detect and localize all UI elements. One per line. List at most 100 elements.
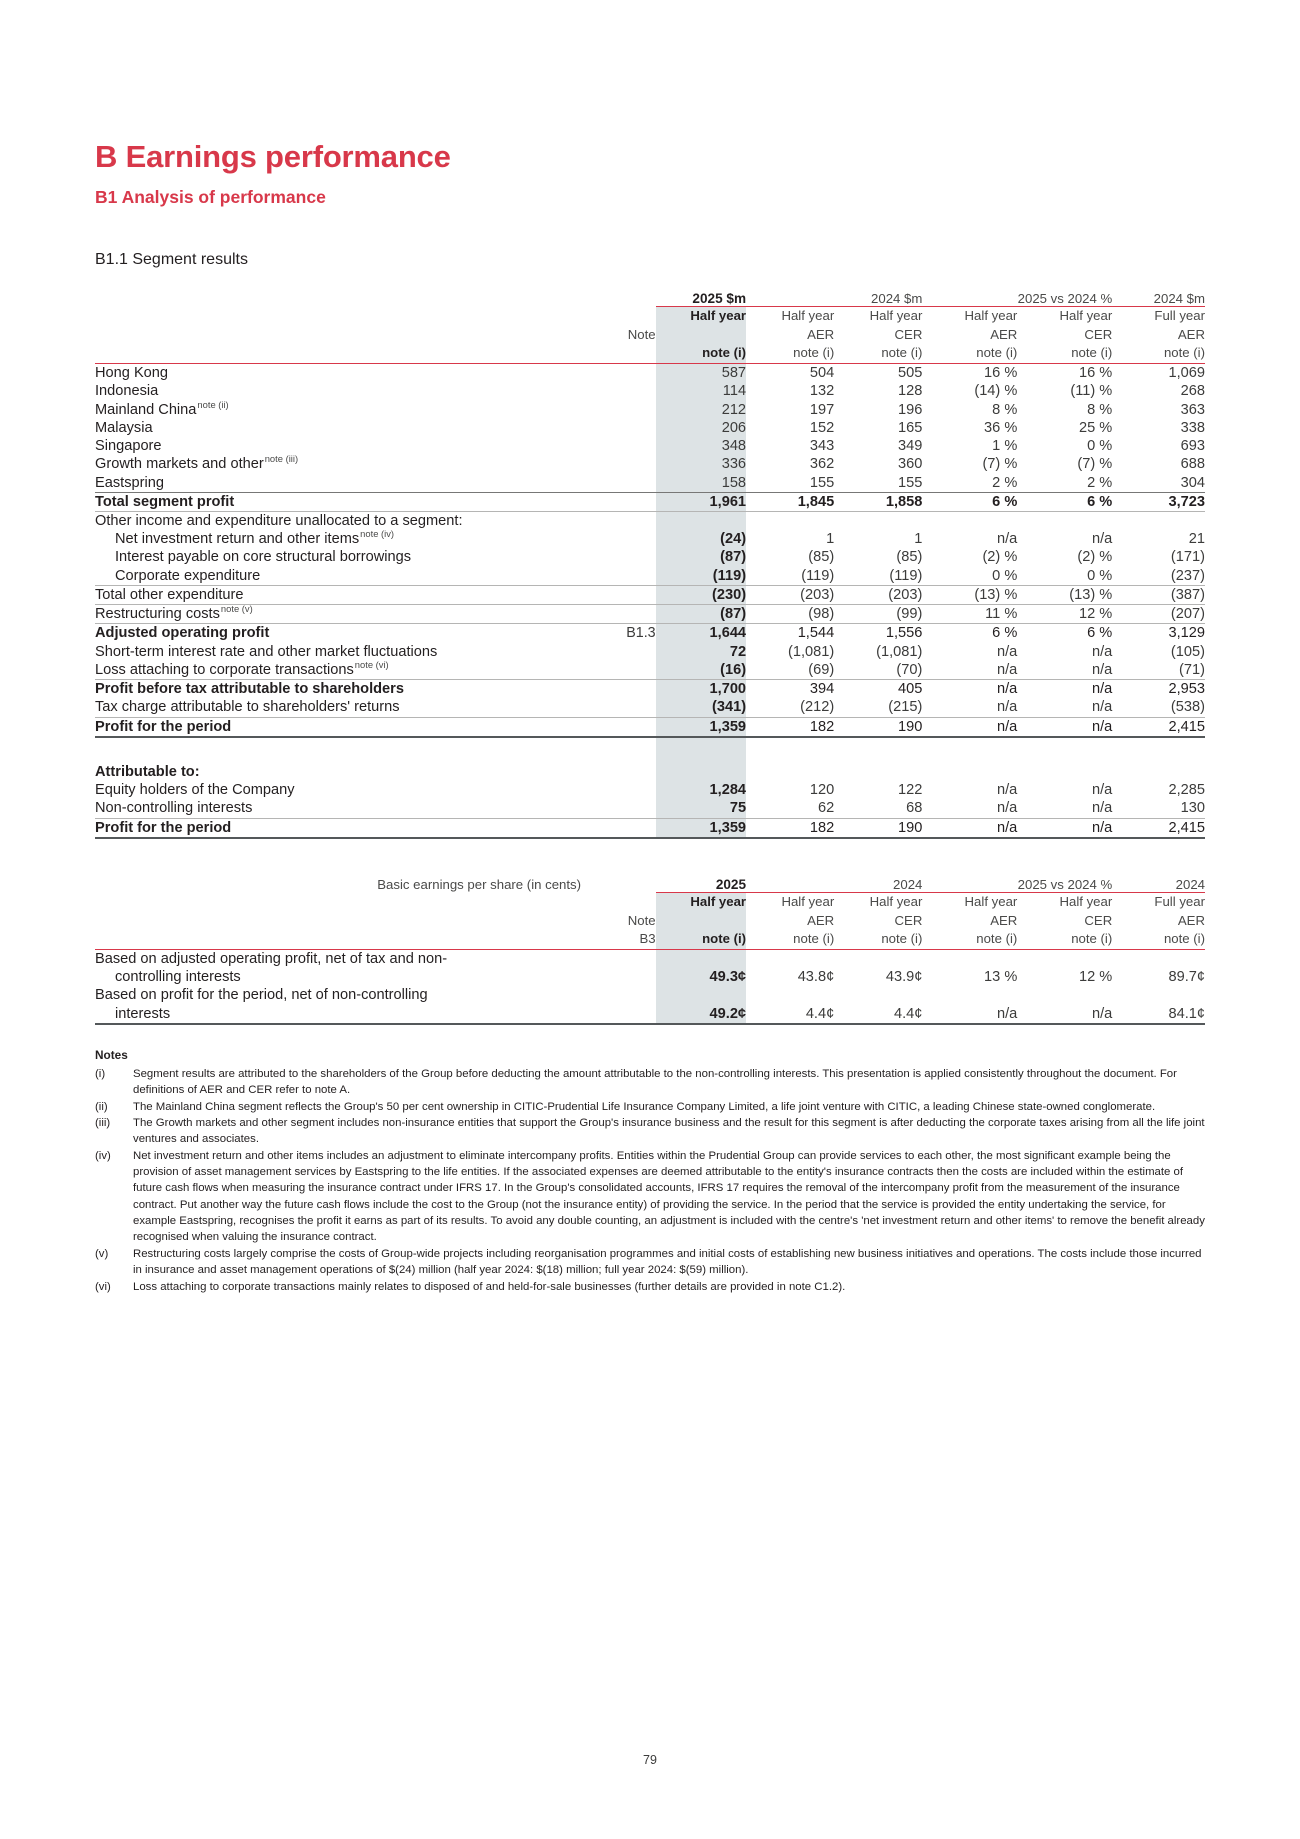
- row-value-3: n/a: [922, 698, 1018, 718]
- row-value-4: [1017, 763, 1112, 781]
- row-note: [581, 950, 656, 986]
- row-value-3: 11 %: [922, 604, 1018, 625]
- row-note: [581, 364, 656, 382]
- row-value-1: 197: [809, 401, 835, 418]
- col-note-header: Note: [627, 326, 656, 342]
- row-value-1: 182: [746, 818, 835, 839]
- row-value-2: 122: [898, 782, 923, 799]
- row-value-3: [922, 763, 1017, 781]
- row-value-4: n/a: [1091, 531, 1113, 548]
- row-value-4: n/a: [1091, 643, 1113, 660]
- row-value-0: (16): [655, 660, 747, 681]
- eps-row-label-line1: Based on profit for the period, net of n…: [95, 987, 428, 1004]
- row-value-0: 336: [655, 455, 747, 474]
- row-note: [581, 986, 656, 1025]
- row-value-4: 25 %: [1078, 419, 1113, 436]
- row-label: Tax charge attributable to shareholders'…: [95, 698, 582, 718]
- eps-row-label: Based on profit for the period, net of n…: [95, 986, 582, 1025]
- row-label: Interest payable on core structural borr…: [115, 549, 412, 566]
- row-value-2: 196: [898, 401, 923, 418]
- row-note: [581, 382, 656, 400]
- table-noteref-header-row: note (i) note (i) note (i) note (i) note…: [95, 344, 1205, 364]
- row-value-5: (538): [1112, 698, 1205, 718]
- eps-col-period-3: Half year: [964, 893, 1018, 909]
- row-value-2: 1,858: [834, 492, 923, 513]
- row-note: [581, 660, 656, 681]
- row-value-0: (24): [655, 530, 747, 549]
- segment-results-table: 2025 $m 2024 $m 2025 vs 2024 % 2024 $m H…: [95, 290, 1205, 839]
- row-value-3: (2) %: [982, 549, 1018, 566]
- row-value-0: 1,961: [655, 492, 747, 513]
- row-note: [581, 566, 656, 586]
- row-value-0: 1,700: [655, 679, 747, 699]
- row-note: [581, 401, 656, 419]
- note-text: Loss attaching to corporate transactions…: [133, 1280, 846, 1293]
- group-header-2025: 2025 $m: [655, 290, 747, 307]
- note-reference: note (ii): [197, 398, 229, 410]
- row-value-2: 190: [834, 818, 923, 839]
- row-value-2: 190: [834, 717, 923, 738]
- eps-value-4: n/a: [1017, 986, 1113, 1025]
- row-value-5: 693: [1180, 438, 1205, 455]
- row-value-0: (87): [655, 548, 747, 567]
- row-value-0: 1,284: [655, 781, 747, 800]
- row-value-3: 36 %: [984, 419, 1018, 436]
- eps-row-label-line2: controlling interests: [115, 969, 241, 986]
- row-value-0: 212: [655, 400, 747, 419]
- row-note: [581, 763, 656, 781]
- row-value-1: (212): [746, 698, 835, 718]
- spacer-cell: [95, 306, 581, 325]
- note-marker: (vi): [95, 1280, 111, 1293]
- section-spacer: [95, 736, 1205, 763]
- row-value-4: (13) %: [1017, 585, 1113, 606]
- table-row: Interest payable on core structural borr…: [95, 548, 1205, 567]
- row-value-5: (207): [1112, 604, 1205, 625]
- row-note: [581, 604, 656, 625]
- row-label: Equity holders of the Company: [95, 782, 295, 799]
- row-label: Adjusted operating profit: [95, 625, 270, 642]
- table-group-header-row: 2025 $m 2024 $m 2025 vs 2024 % 2024 $m: [95, 290, 1205, 307]
- row-label: Short-term interest rate and other marke…: [95, 643, 438, 660]
- row-note: [581, 680, 656, 699]
- eps-row: Based on adjusted operating profit, net …: [95, 949, 1205, 987]
- row-value-5: (171): [1170, 549, 1205, 566]
- table-period-header-row: Half year Half year Half year Half year …: [95, 306, 1205, 326]
- row-value-2: (70): [834, 660, 923, 681]
- eps-col-note-header: Note: [627, 912, 656, 928]
- eps-col-basis-5: AER: [1177, 912, 1205, 928]
- row-value-1: (1,081): [787, 643, 835, 660]
- row-value-3: 6 %: [922, 492, 1018, 513]
- table-row: Singapore 348 343 349 1 % 0 % 693: [95, 437, 1205, 456]
- eps-value-0: 49.2¢: [655, 986, 747, 1025]
- row-value-3: [922, 512, 1017, 531]
- note-text: Net investment return and other items in…: [133, 1150, 1205, 1244]
- row-value-2: (203): [834, 585, 923, 606]
- spacer-cell: [95, 930, 581, 949]
- row-value-1: (203): [746, 585, 835, 606]
- row-value-2: 155: [834, 473, 923, 493]
- spacer-cell: [95, 326, 581, 345]
- row-value-4: (7) %: [1077, 456, 1113, 473]
- eps-group-header-row: Basic earnings per share (in cents) 2025…: [95, 876, 1205, 893]
- note-marker: (ii): [95, 1100, 108, 1113]
- note-marker: (iv): [95, 1150, 111, 1163]
- row-value-5: 21: [1188, 531, 1205, 548]
- eps-value-3: 13 %: [984, 969, 1018, 986]
- row-note: [581, 799, 656, 819]
- eps-value-1: 43.8¢: [797, 969, 835, 986]
- eps-col-period-2: Half year: [869, 893, 923, 909]
- eps-value-4: 12 %: [1078, 969, 1113, 986]
- row-label: Profit for the period: [95, 818, 582, 839]
- row-value-0: 114: [655, 382, 747, 401]
- row-value-4: 12 %: [1017, 604, 1113, 625]
- row-note: [581, 643, 656, 661]
- other-income-header-row: Other income and expenditure unallocated…: [95, 511, 1205, 531]
- note-reference: note (vi): [354, 659, 389, 671]
- row-value-0: [655, 762, 747, 782]
- row-value-1: (85): [808, 549, 835, 566]
- row-note: [581, 585, 656, 606]
- row-note: [581, 781, 656, 799]
- spacer-cell: [581, 291, 656, 307]
- row-value-0: 348: [655, 437, 747, 456]
